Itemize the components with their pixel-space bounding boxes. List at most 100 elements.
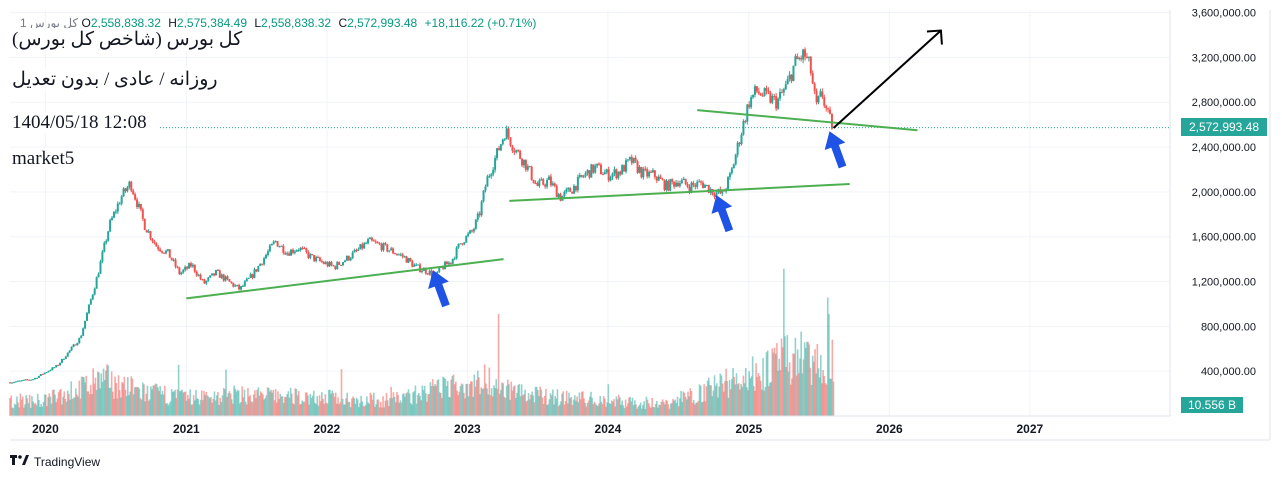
- candle-body: [301, 247, 304, 249]
- volume-bar: [746, 387, 748, 416]
- volume-bar: [154, 383, 157, 416]
- volume-bar: [683, 392, 686, 416]
- volume-bar: [758, 375, 761, 416]
- volume-bar: [579, 399, 582, 416]
- volume-bar: [807, 341, 809, 416]
- x-tick-label: 2026: [876, 422, 903, 436]
- volume-bar: [747, 390, 749, 416]
- candle-body: [120, 196, 123, 204]
- candle-body: [592, 164, 595, 173]
- candle-body: [415, 264, 418, 266]
- volume-bar: [401, 394, 404, 416]
- candle-body: [132, 190, 135, 195]
- candle-body: [214, 270, 217, 276]
- candle-body: [236, 284, 239, 286]
- volume-bar: [46, 406, 48, 416]
- volume-bar: [360, 395, 362, 416]
- volume-bar: [151, 389, 153, 416]
- volume-bar: [640, 408, 643, 416]
- volume-bar: [769, 382, 771, 416]
- volume-bar: [697, 400, 700, 416]
- volume-bar: [240, 402, 242, 416]
- volume-bar: [669, 403, 672, 416]
- volume-bar: [329, 389, 331, 416]
- candle-body: [97, 273, 100, 278]
- volume-bar: [422, 390, 425, 416]
- volume-bar: [173, 391, 175, 416]
- candle-body: [694, 184, 697, 187]
- volume-bar: [450, 379, 453, 416]
- volume-bar: [472, 396, 474, 416]
- volume-bar: [233, 385, 235, 416]
- volume-bar: [367, 402, 369, 416]
- candle-body: [392, 248, 395, 254]
- volume-bar: [9, 397, 11, 416]
- candle-body: [74, 344, 77, 346]
- candle-body: [811, 73, 814, 84]
- volume-bar: [473, 374, 476, 416]
- volume-bar: [101, 382, 104, 416]
- volume-bar: [324, 394, 327, 416]
- candle-body: [155, 242, 158, 247]
- volume-bar: [62, 396, 64, 416]
- volume-bar: [531, 391, 533, 416]
- volume-bar: [248, 396, 250, 416]
- volume-bar: [555, 398, 558, 416]
- candle-body: [307, 251, 310, 258]
- candle-body: [216, 270, 219, 272]
- candle-body: [686, 184, 689, 187]
- support-trendline: [509, 183, 850, 202]
- volume-bar: [110, 371, 113, 416]
- candle-body: [401, 254, 404, 257]
- volume-bar: [479, 394, 481, 416]
- candle-body: [549, 176, 552, 186]
- candle-body: [786, 79, 789, 85]
- candle-body: [596, 163, 599, 166]
- y-tick-label: 1,200,000.00: [1192, 277, 1256, 289]
- candle-body: [26, 379, 29, 381]
- volume-bar: [659, 404, 662, 416]
- volume-bar: [594, 403, 597, 416]
- volume-bar: [468, 384, 471, 416]
- volume-bar: [735, 373, 738, 416]
- volume-bar: [296, 395, 299, 416]
- candle-body: [403, 256, 406, 258]
- candle-body: [126, 187, 129, 192]
- candle-body: [118, 203, 121, 205]
- volume-bar: [291, 393, 293, 416]
- volume-bar: [463, 392, 465, 416]
- candle-body: [823, 97, 826, 106]
- volume-bar: [607, 384, 610, 416]
- volume-bar: [163, 385, 166, 416]
- candle-body: [122, 188, 125, 197]
- volume-bar: [458, 391, 461, 416]
- volume-bar: [651, 397, 653, 416]
- volume-bar: [285, 397, 287, 416]
- candle-body: [584, 173, 587, 177]
- candle-body: [41, 374, 44, 376]
- volume-bar: [532, 395, 535, 416]
- volume-bar: [486, 388, 488, 416]
- candle-body: [136, 199, 139, 208]
- projection-arrowhead-icon: [926, 29, 943, 45]
- candle-body: [490, 174, 493, 177]
- candle-body: [769, 92, 772, 103]
- legend-close-label: C: [338, 16, 348, 30]
- volume-bar: [175, 398, 178, 416]
- volume-bar: [105, 370, 107, 416]
- volume-bar: [784, 336, 786, 416]
- candle-body: [748, 104, 751, 108]
- volume-bar: [99, 388, 101, 416]
- candle-body: [746, 104, 749, 122]
- volume-bar: [300, 403, 302, 416]
- volume-bar: [345, 398, 347, 416]
- volume-bar: [224, 389, 226, 416]
- volume-bar: [435, 385, 437, 416]
- volume-bar: [358, 407, 360, 416]
- volume-bar: [409, 403, 412, 416]
- candle-body: [37, 375, 40, 378]
- tradingview-brand[interactable]: TradingView: [10, 454, 100, 469]
- volume-bar: [303, 401, 306, 416]
- legend-close: 2,572,993.48: [347, 16, 418, 30]
